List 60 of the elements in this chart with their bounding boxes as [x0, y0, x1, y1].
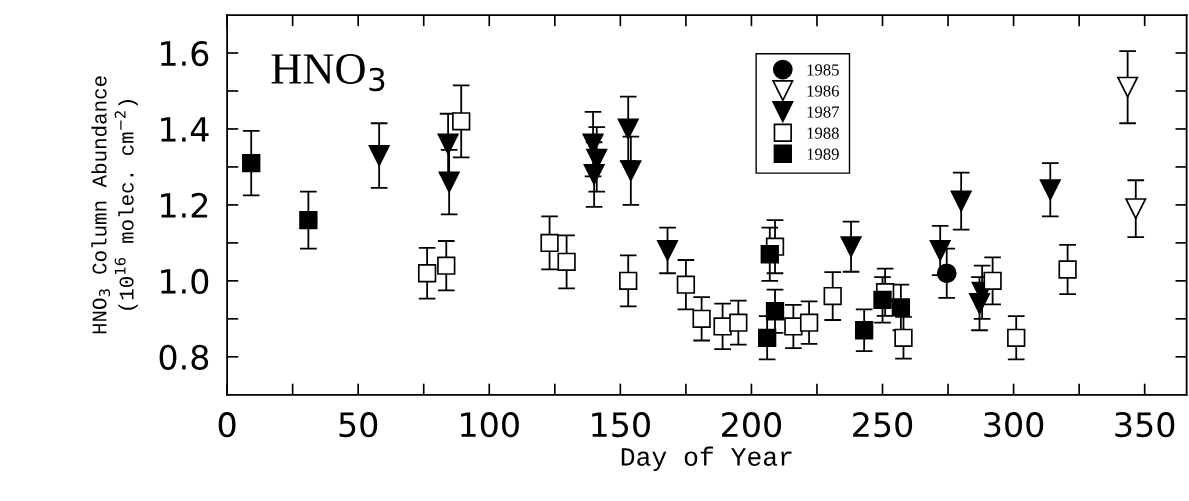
y-tick-label: 1.6 [161, 40, 209, 67]
point [656, 239, 679, 262]
point [799, 313, 819, 332]
point [823, 286, 842, 306]
point [368, 144, 390, 167]
point [983, 271, 1002, 291]
point [968, 293, 991, 315]
y-tick-label: 1.2 [161, 192, 208, 218]
point [873, 290, 892, 310]
point [784, 317, 803, 336]
point [557, 252, 576, 272]
point [1117, 76, 1139, 98]
point [676, 275, 696, 294]
point [438, 171, 460, 193]
point [437, 256, 456, 275]
x-tick-label: 150 [592, 412, 650, 438]
legend-label: 1987 [807, 106, 839, 118]
point [894, 328, 913, 347]
legend-label: 1989 [807, 148, 839, 160]
point [729, 313, 748, 332]
point [617, 118, 639, 140]
point [620, 160, 642, 182]
legend-label: 1988 [807, 127, 839, 139]
point [840, 236, 862, 258]
point [757, 328, 777, 347]
point [452, 112, 471, 131]
point [242, 153, 261, 173]
point [950, 190, 972, 212]
point [1007, 328, 1026, 347]
y-tick-label: 0.8 [159, 344, 209, 370]
x-tick-label: 300 [984, 412, 1044, 438]
point [760, 245, 779, 264]
point [1039, 179, 1061, 201]
point [692, 309, 711, 329]
y-axis-title: HNO$_{3}$ Column Abundance (10$^{16}$ molec. cm$^{−2}$) [91, 76, 138, 334]
x-tick-label: 200 [722, 412, 782, 438]
x-axis-title: Day of Year [621, 446, 792, 472]
point [583, 163, 605, 186]
x-tick-label: 50 [339, 412, 378, 438]
point [936, 263, 957, 284]
point [437, 133, 459, 155]
x-tick-label: 100 [461, 412, 519, 438]
point [765, 302, 785, 321]
point [540, 233, 559, 253]
point [1125, 198, 1147, 220]
point [619, 271, 638, 291]
point [854, 321, 874, 340]
y-tick-label: 1.4 [161, 117, 209, 142]
x-tick-label: 350 [1115, 412, 1175, 438]
y-tick-label: 1.0 [161, 268, 209, 294]
point [713, 317, 732, 336]
point [299, 210, 318, 230]
point [929, 239, 951, 262]
point [1058, 260, 1077, 279]
x-tick-label: 250 [853, 412, 913, 438]
annotation: HNO$_{3}$ [271, 54, 385, 92]
legend-label: 1986 [807, 85, 839, 97]
legend-label: 1985 [807, 64, 839, 76]
x-tick-label: 0 [218, 412, 236, 438]
point [417, 264, 437, 283]
